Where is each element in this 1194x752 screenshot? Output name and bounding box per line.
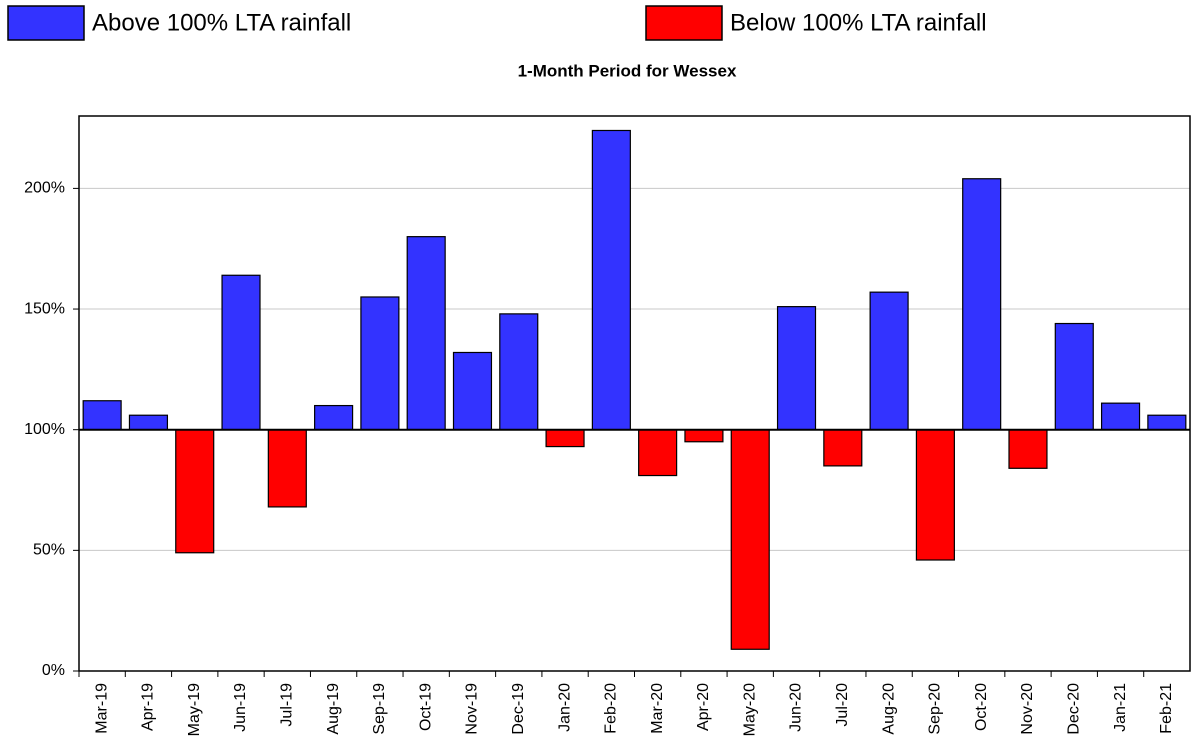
x-tick-label: Jun-20 — [788, 683, 805, 732]
x-tick-label: Oct-20 — [973, 683, 990, 731]
x-tick-label: Oct-19 — [417, 683, 434, 731]
x-tick-label: Jul-19 — [279, 683, 296, 727]
bar — [82, 400, 122, 431]
bar — [1054, 322, 1094, 431]
y-tick-label: 50% — [33, 542, 65, 559]
y-tick-label: 150% — [24, 300, 65, 317]
x-tick-label: Dec-20 — [1065, 683, 1082, 735]
bar — [545, 429, 585, 448]
bar — [1100, 402, 1141, 431]
bar — [360, 296, 400, 431]
x-tick-label: Jun-19 — [232, 683, 249, 732]
bar — [406, 236, 446, 431]
bar — [962, 178, 1002, 431]
bar — [221, 274, 261, 431]
x-tick-label: Jan-20 — [556, 683, 573, 732]
bar — [684, 429, 724, 443]
x-tick-label: Sep-19 — [371, 683, 388, 735]
x-tick-label: May-20 — [741, 683, 758, 736]
x-tick-label: Apr-20 — [695, 683, 712, 731]
bar — [730, 429, 770, 650]
bar — [638, 429, 678, 477]
legend-label: Above 100% LTA rainfall — [92, 9, 351, 36]
x-tick-label: Mar-20 — [649, 683, 666, 734]
chart-title: 1-Month Period for Wessex — [518, 61, 737, 80]
bar — [267, 429, 307, 508]
x-tick-label: Aug-19 — [325, 683, 342, 735]
y-tick-label: 0% — [42, 662, 65, 679]
x-tick-label: Nov-20 — [1019, 683, 1036, 735]
bar — [823, 429, 863, 467]
bar — [915, 429, 955, 561]
x-tick-label: Apr-19 — [140, 683, 157, 731]
x-tick-label: Mar-19 — [93, 683, 110, 734]
bar — [175, 429, 215, 554]
x-tick-label: Feb-20 — [603, 683, 620, 734]
x-tick-label: Dec-19 — [510, 683, 527, 735]
y-tick-label: 200% — [24, 180, 65, 197]
y-tick-label: 100% — [24, 421, 65, 438]
legend-swatch — [645, 5, 723, 41]
x-tick-label: Aug-20 — [880, 683, 897, 735]
bar — [591, 129, 631, 431]
x-tick-label: May-19 — [186, 683, 203, 736]
bar — [869, 291, 909, 431]
legend-swatch — [7, 5, 85, 41]
x-tick-label: Jul-20 — [834, 683, 851, 727]
bar — [452, 351, 493, 431]
x-tick-label: Nov-19 — [464, 683, 481, 735]
bar — [128, 414, 169, 431]
x-tick-label: Jan-21 — [1112, 683, 1129, 732]
bar — [1008, 429, 1048, 469]
x-tick-label: Sep-20 — [927, 683, 944, 735]
x-tick-label: Feb-21 — [1158, 683, 1175, 734]
bar — [314, 404, 354, 431]
bar — [1147, 414, 1187, 431]
bar — [499, 313, 539, 431]
bar — [776, 306, 817, 431]
legend-label: Below 100% LTA rainfall — [730, 9, 987, 36]
